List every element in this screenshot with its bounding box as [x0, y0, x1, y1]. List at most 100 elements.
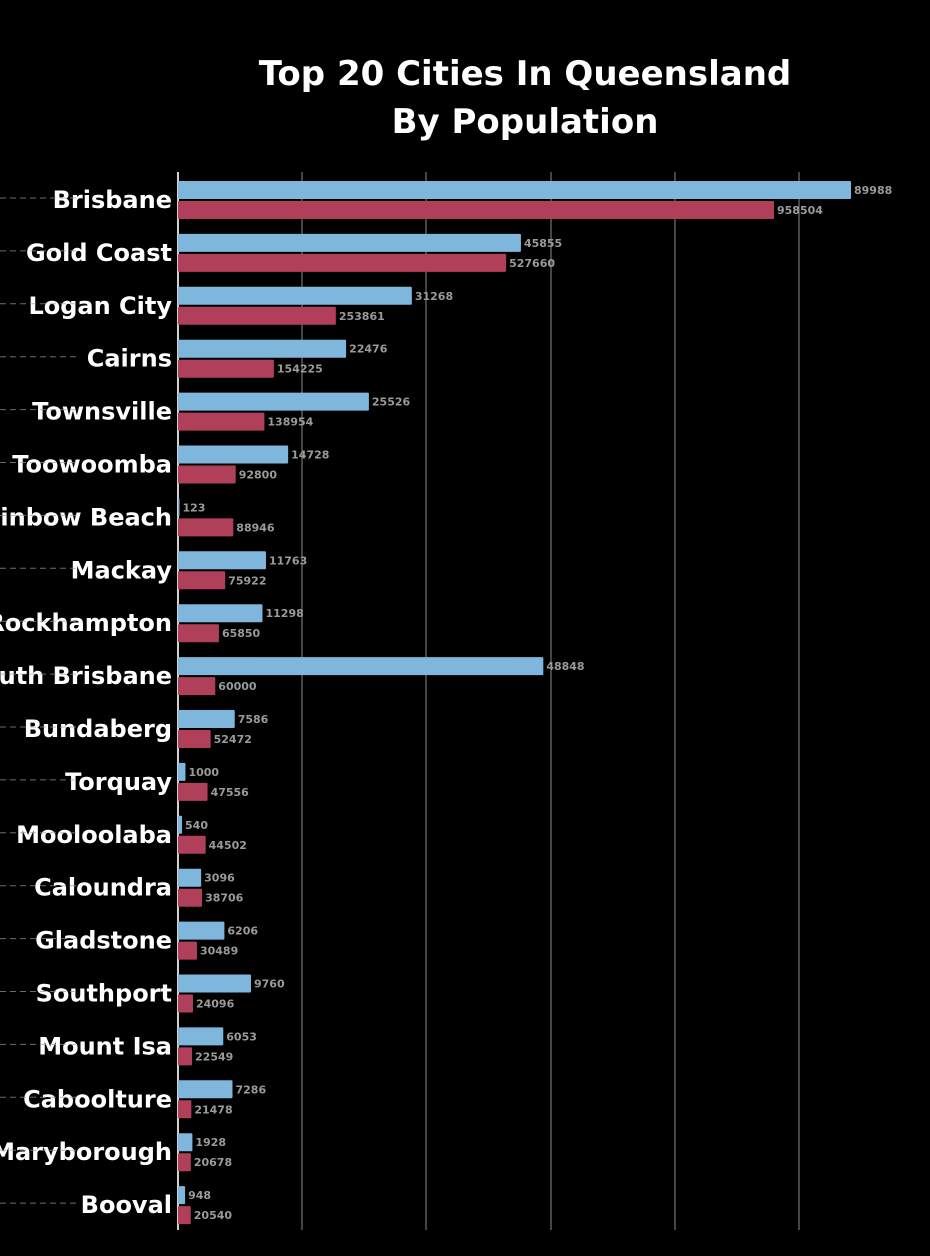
- category-label: Gladstone: [35, 927, 172, 955]
- value-label: 20540: [194, 1209, 233, 1222]
- bar-series-1: [178, 286, 412, 305]
- bar-series-1: [178, 392, 369, 411]
- value-label: 138954: [267, 416, 313, 429]
- category-label: Maryborough: [0, 1138, 172, 1166]
- bar-series-2: [178, 730, 211, 748]
- value-label: 948: [188, 1189, 211, 1202]
- category-label: Booval: [81, 1191, 172, 1219]
- value-label: 25526: [372, 396, 411, 409]
- bar-series-1: [178, 657, 544, 676]
- bar-series-1: [178, 815, 183, 834]
- value-label: 44502: [209, 839, 247, 852]
- value-label: 22549: [195, 1050, 233, 1063]
- bar-series-2: [178, 941, 197, 960]
- value-label: 31268: [415, 290, 453, 303]
- value-label: 20678: [194, 1156, 232, 1169]
- category-label: Torquay: [65, 768, 172, 796]
- bar-series-1: [178, 868, 202, 887]
- bar-series-1: [178, 762, 186, 781]
- category-label: Rainbow Beach: [0, 503, 172, 531]
- chart-title: Top 20 Cities In Queensland By Populatio…: [180, 50, 870, 146]
- value-label: 9760: [254, 978, 285, 991]
- bar-series-1: [178, 921, 225, 940]
- bar-series-2: [178, 359, 274, 378]
- value-label: 14728: [291, 449, 329, 462]
- bar-series-2: [178, 835, 206, 854]
- value-label: 75922: [228, 574, 266, 587]
- bar-series-1: [178, 1080, 233, 1099]
- bar-series-1: [178, 604, 263, 623]
- category-label: Townsville: [32, 398, 172, 426]
- category-label: Mooloolaba: [16, 821, 172, 849]
- chart-title-line-1: Top 20 Cities In Queensland: [258, 54, 792, 94]
- value-label: 6053: [226, 1030, 257, 1043]
- value-label: 6206: [227, 925, 258, 938]
- bar-series-1: [178, 445, 289, 464]
- bar-series-2: [178, 677, 216, 696]
- bar-series-1: [178, 498, 180, 517]
- category-label: Brisbane: [53, 186, 172, 214]
- category-label: Caboolture: [23, 1085, 172, 1113]
- bar-series-1: [178, 1133, 193, 1152]
- category-label: Logan City: [28, 292, 172, 320]
- bar-series-2: [178, 782, 208, 801]
- category-label: Southport: [36, 980, 172, 1008]
- value-label: 52472: [214, 733, 252, 746]
- bar-series-1: [178, 339, 347, 358]
- value-label: 47556: [211, 786, 250, 799]
- value-label: 7286: [235, 1083, 266, 1096]
- bar-series-2: [178, 518, 234, 537]
- value-label: 24096: [196, 998, 235, 1011]
- value-label: 92800: [239, 469, 278, 482]
- bar-series-1: [178, 1027, 224, 1046]
- value-label: 1000: [188, 766, 219, 779]
- chart-title-line-2: By Population: [391, 102, 659, 142]
- category-label: Mackay: [71, 556, 173, 584]
- category-label: Rockhampton: [0, 609, 172, 637]
- value-label: 253861: [339, 310, 385, 323]
- category-label: Cairns: [87, 345, 172, 373]
- value-label: 38706: [205, 892, 244, 905]
- value-label: 22476: [349, 343, 388, 356]
- value-label: 48848: [546, 660, 584, 673]
- value-label: 7586: [238, 713, 269, 726]
- bar-series-1: [178, 181, 851, 199]
- value-label: 60000: [218, 680, 257, 693]
- bar-series-2: [178, 412, 265, 431]
- bar-series-2: [178, 465, 236, 484]
- category-label: Gold Coast: [26, 239, 172, 267]
- bar-series-2: [178, 571, 226, 590]
- value-label: 154225: [277, 363, 323, 376]
- value-label: 540: [185, 819, 208, 832]
- bar-series-1: [178, 1186, 186, 1205]
- category-label: Bundaberg: [24, 715, 172, 743]
- value-label: 11763: [269, 554, 307, 567]
- bar-series-2: [178, 1153, 191, 1172]
- value-label: 123: [183, 501, 206, 514]
- bar-series-2: [178, 253, 507, 272]
- value-label: 21478: [194, 1103, 232, 1116]
- bar-series-1: [178, 710, 235, 728]
- bar-series-2: [178, 1206, 191, 1225]
- bar-series-2: [178, 1047, 193, 1066]
- category-label: Mount Isa: [38, 1032, 172, 1060]
- value-label: 45855: [524, 237, 562, 250]
- value-label: 3096: [204, 872, 235, 885]
- value-label: 11298: [265, 607, 303, 620]
- value-label: 958504: [777, 204, 823, 217]
- bar-series-2: [178, 306, 336, 325]
- value-label: 88946: [236, 521, 275, 534]
- value-label: 89988: [854, 184, 892, 197]
- category-label: South Brisbane: [0, 662, 172, 690]
- value-label: 527660: [509, 257, 555, 270]
- bar-series-1: [178, 233, 521, 252]
- category-label: Caloundra: [34, 874, 172, 902]
- bar-series-2: [178, 888, 203, 907]
- value-label: 1928: [195, 1136, 226, 1149]
- bar-series-2: [178, 1100, 192, 1119]
- bar-series-2: [178, 201, 774, 219]
- bar-series-2: [178, 624, 219, 643]
- value-label: 30489: [200, 945, 238, 958]
- category-label: Toowoomba: [12, 451, 172, 479]
